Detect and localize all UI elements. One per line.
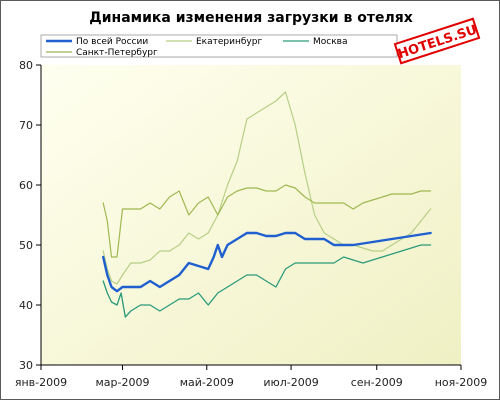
y-tick-label: 50 bbox=[19, 239, 33, 252]
x-tick-label: мар-2009 bbox=[96, 376, 150, 389]
x-tick-label: ноя-2009 bbox=[435, 376, 488, 389]
y-tick-label: 30 bbox=[19, 359, 33, 372]
y-tick-label: 60 bbox=[19, 179, 33, 192]
legend: По всей России Екатеринбург Москва Санкт-Пе… bbox=[40, 34, 398, 58]
series-line bbox=[101, 231, 432, 293]
x-tick-label: янв-2009 bbox=[15, 376, 67, 389]
y-tick-label: 80 bbox=[19, 59, 33, 72]
legend-label: Санкт-Петербург bbox=[76, 48, 158, 58]
series-line bbox=[102, 184, 432, 258]
series-layer bbox=[101, 91, 432, 318]
y-tick-label: 40 bbox=[19, 299, 33, 312]
tick-layer: 30 40 50 60 70 80 янв-2009 мар-2009 май-2009 июл-… bbox=[15, 59, 487, 389]
axes bbox=[40, 65, 461, 366]
x-tick-label: май-2009 bbox=[180, 376, 234, 389]
series-line bbox=[102, 91, 432, 285]
legend-label: Екатеринбург bbox=[196, 37, 262, 47]
x-tick-label: сен-2009 bbox=[351, 376, 403, 389]
logo-frame bbox=[393, 17, 481, 65]
plot-area bbox=[41, 65, 461, 365]
chart-title: Динамика изменения загрузки в отелях bbox=[89, 10, 412, 26]
legend-label: Москва bbox=[313, 37, 347, 47]
series-line bbox=[102, 244, 432, 318]
x-tick-label: июл-2009 bbox=[263, 376, 318, 389]
legend-label: По всей России bbox=[76, 37, 148, 47]
y-tick-label: 70 bbox=[19, 119, 33, 132]
